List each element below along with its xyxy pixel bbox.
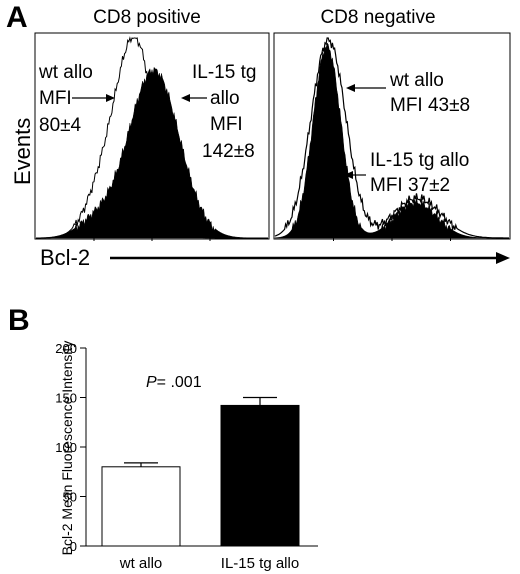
histogram-left-filled-curve <box>35 66 268 239</box>
bar-marks <box>101 396 300 547</box>
p-value-symbol: P <box>146 374 157 391</box>
annotation-left-tg-line-4: 142±8 <box>202 141 255 162</box>
annotation-right-tg-line-1: IL-15 tg allo <box>370 150 469 171</box>
annotation-right-wt-line-2: MFI 43±8 <box>390 95 470 116</box>
histogram-right-heading: CD8 negative <box>320 7 435 28</box>
annotation-left-wt-line-1: wt allo <box>38 62 93 83</box>
bcl2-arrow-head <box>496 252 510 264</box>
annotation-right-tg-line-2: MFI 37±2 <box>370 175 450 196</box>
annotation-left-tg-line-2: allo <box>210 88 240 109</box>
bar-category-label: wt allo <box>119 555 163 572</box>
histogram-left-open-curve <box>36 36 268 239</box>
p-value-text: P= .001 <box>146 374 202 391</box>
annotation-left-wt: wt allo MFI 80±4 <box>38 62 115 136</box>
annotation-left-tg-line-3: MFI <box>210 114 243 135</box>
bar-y-tick-label: 0 <box>70 539 77 554</box>
histogram-left-x-ticks <box>93 238 211 241</box>
p-value-annotation: P= .001 <box>146 374 202 391</box>
bar-y-axis-label: Bcl-2 Mean Fluorescence Intensity <box>59 341 75 556</box>
panel-b-letter: B <box>8 304 30 337</box>
bar-y-tick-label: 50 <box>63 490 77 505</box>
panel-a-letter: A <box>6 1 28 34</box>
annotation-right-wt: wt allo MFI 43±8 <box>346 70 470 116</box>
annotation-left-tg-line-1: IL-15 tg <box>192 62 256 83</box>
bar-y-ticks: 0 50 100 150 200 <box>55 341 86 554</box>
bar-category-label: IL-15 tg allo <box>221 555 299 572</box>
arrow-left-tg-head <box>181 94 190 102</box>
annotation-left-wt-line-2: MFI <box>39 88 72 109</box>
p-value-number: = .001 <box>157 374 202 391</box>
bar-y-tick-label: 100 <box>55 440 77 455</box>
y-axis-label-events: Events <box>10 118 35 185</box>
annotation-left-tg: IL-15 tg allo MFI 142±8 <box>181 62 256 162</box>
bar-il15-tg-allo <box>220 404 300 547</box>
histogram-left-heading: CD8 positive <box>93 7 201 28</box>
arrow-left-wt-head <box>106 94 115 102</box>
annotation-left-wt-line-3: 80±4 <box>39 115 82 136</box>
arrow-right-tg-head <box>344 171 353 179</box>
histogram-right-x-ticks <box>333 238 451 241</box>
histogram-right-filled-curve <box>274 42 509 239</box>
bar-wt-allo <box>101 466 181 547</box>
bar-chart: 0 50 100 150 200 wt allo IL-15 tg allo <box>55 341 318 572</box>
annotation-right-wt-line-1: wt allo <box>389 70 444 91</box>
histogram-right <box>273 32 511 241</box>
annotation-right-tg: IL-15 tg allo MFI 37±2 <box>344 150 469 196</box>
bar-y-tick-label: 150 <box>55 391 77 406</box>
histogram-left <box>34 32 270 241</box>
arrow-right-wt-head <box>346 84 355 92</box>
bar-categories: wt allo IL-15 tg allo <box>119 555 299 572</box>
bar-y-tick-label: 200 <box>55 341 77 356</box>
histogram-right-open-curve <box>274 37 509 239</box>
x-axis-label-bcl2: Bcl-2 <box>40 245 90 270</box>
